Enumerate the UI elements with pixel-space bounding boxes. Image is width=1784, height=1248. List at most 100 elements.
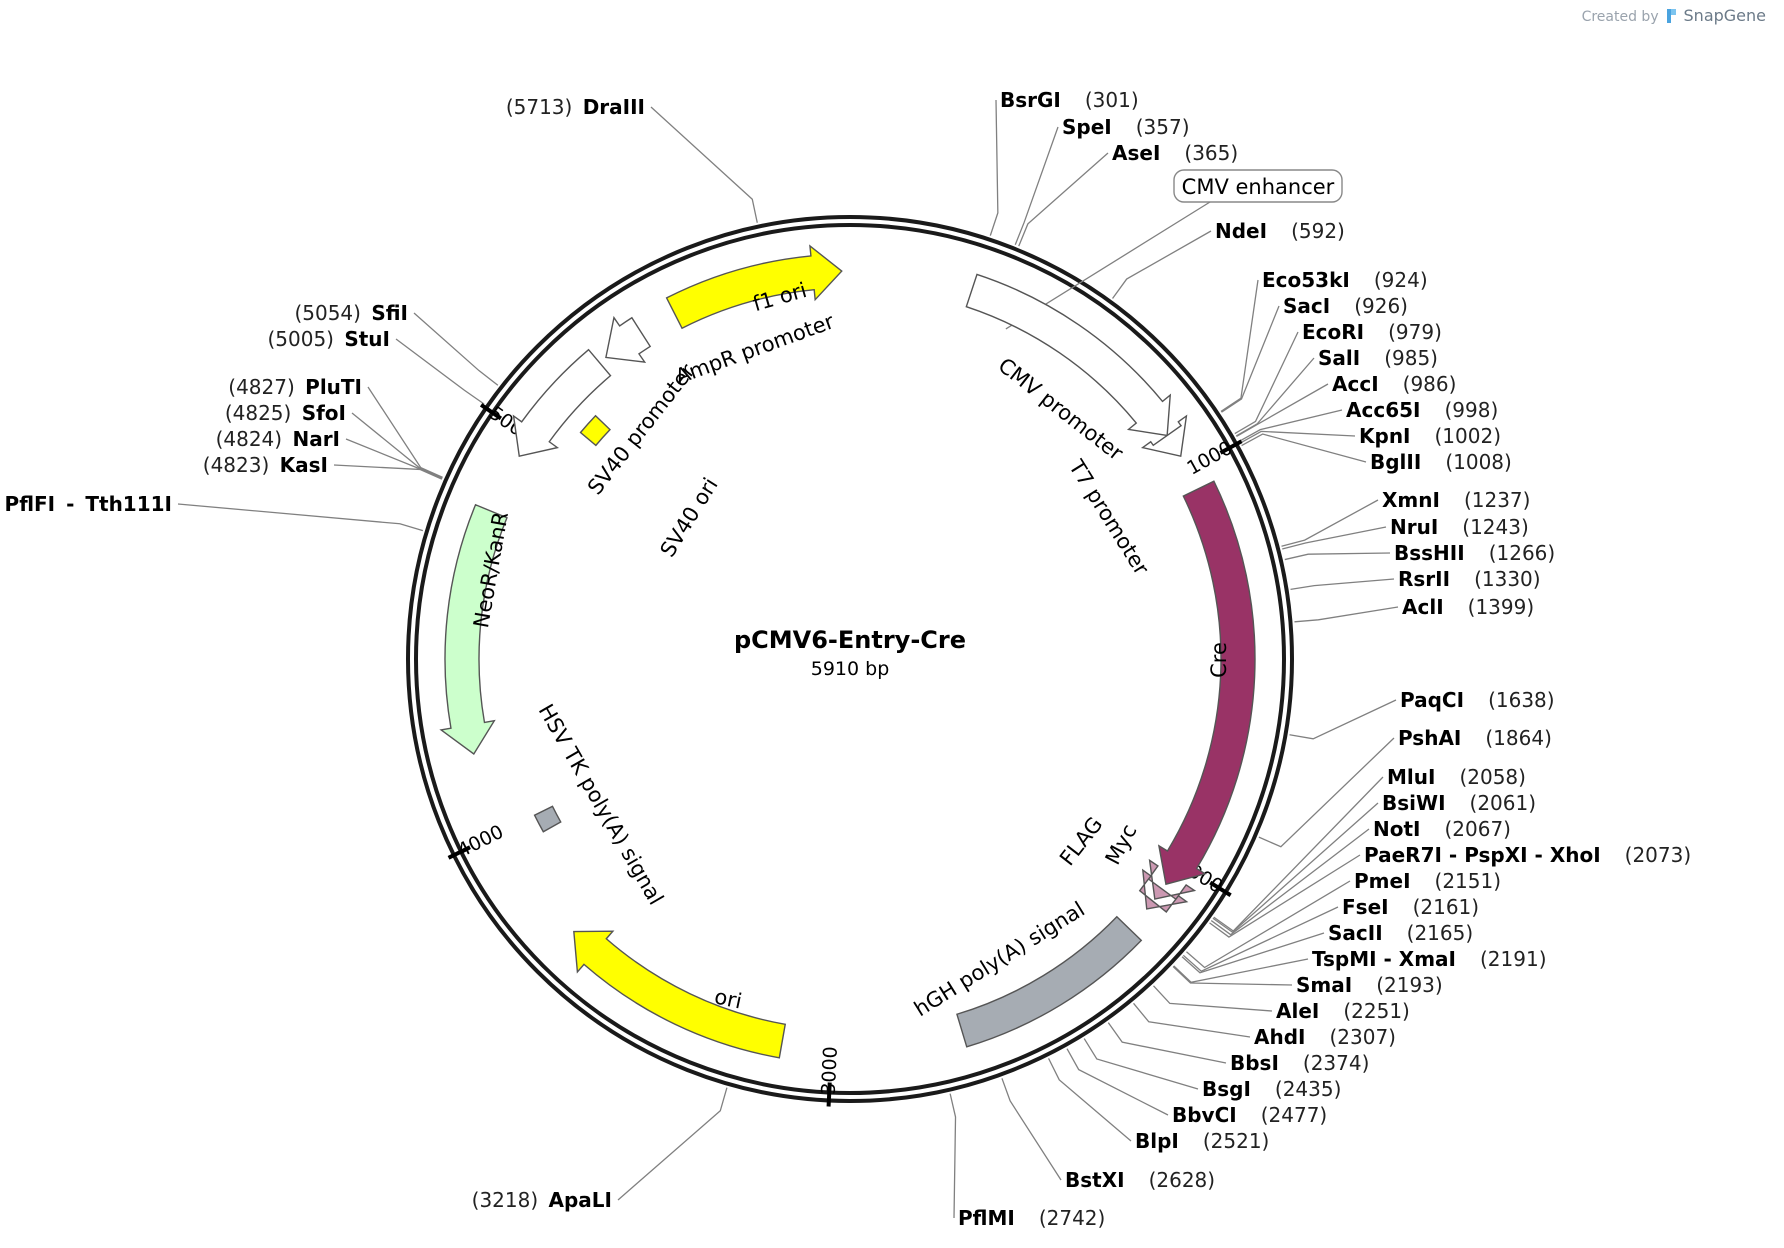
site-pos-kasi: (4823) bbox=[203, 453, 276, 477]
feature-shape-ampr-promoter bbox=[605, 315, 652, 363]
site-bsshii: BssHII (1266) bbox=[1394, 541, 1555, 565]
site-pos-sali: (985) bbox=[1384, 346, 1438, 370]
site-name-sacii: SacII bbox=[1328, 921, 1383, 945]
site-text-bbsi: BbsI (2374) bbox=[1230, 1051, 1369, 1075]
site-name-tspmi: TspMI bbox=[1312, 947, 1377, 971]
site-name-nrui: NruI bbox=[1390, 515, 1438, 539]
leader-blpi bbox=[1047, 1058, 1132, 1142]
site-text-bsiwi: BsiWI (2061) bbox=[1382, 791, 1536, 815]
tick-2000 bbox=[1209, 880, 1232, 897]
feature-label-t7-promoter: T7 promoter bbox=[1064, 455, 1154, 579]
feature-shape-ori bbox=[573, 930, 787, 1059]
feature-shape-t7-promoter bbox=[1140, 414, 1188, 457]
site-pmei: PmeI (2151) bbox=[1354, 869, 1501, 893]
site-text-bstxi: BstXI (2628) bbox=[1065, 1168, 1215, 1192]
feature-cmv-enhancer: CMV enhancer bbox=[1005, 169, 1343, 330]
leader-pmei bbox=[1186, 880, 1351, 969]
leader-sfoi bbox=[351, 412, 443, 479]
site-pos-tspmi: (2191) bbox=[1480, 947, 1547, 971]
site-text-kasi: (4823) KasI bbox=[203, 453, 328, 477]
site-name-bsrgi: BsrGI bbox=[1000, 88, 1061, 112]
site-bsiwi: BsiWI (2061) bbox=[1382, 791, 1536, 815]
site-text-bsshii: BssHII (1266) bbox=[1394, 541, 1555, 565]
site-name-saci: SacI bbox=[1283, 294, 1330, 318]
site-pos-acci: (986) bbox=[1403, 372, 1457, 396]
site-bsgi: BsgI (2435) bbox=[1202, 1077, 1341, 1101]
leader-spei bbox=[1014, 126, 1059, 245]
feature-label-flag: FLAG bbox=[1055, 813, 1107, 871]
site-bsrgi: BsrGI (301) bbox=[1000, 88, 1139, 112]
site-text-paqci: PaqCI (1638) bbox=[1400, 688, 1555, 712]
site-asei: AseI (365) bbox=[1112, 141, 1238, 165]
site-mlui: MluI (2058) bbox=[1387, 765, 1526, 789]
site-pos-paqci: (1638) bbox=[1488, 688, 1555, 712]
site-pos-bglii: (1008) bbox=[1445, 450, 1512, 474]
site-pos-bsshii: (1266) bbox=[1489, 541, 1556, 565]
site-blpi: BlpI (2521) bbox=[1135, 1129, 1269, 1153]
site-xmni: XmnI (1237) bbox=[1382, 488, 1530, 512]
site-pos-kpni: (1002) bbox=[1435, 424, 1502, 448]
site-name-stui: StuI bbox=[344, 327, 390, 351]
site-nari: (4824) NarI bbox=[216, 427, 340, 451]
site-pos-bsiwi: (2061) bbox=[1470, 791, 1537, 815]
watermark-brand: SnapGene bbox=[1683, 6, 1766, 25]
site-text-pshai: PshAI (1864) bbox=[1398, 726, 1552, 750]
site-text-apali: (3218) ApaLI bbox=[472, 1188, 612, 1212]
site-text-bbvci: BbvCI (2477) bbox=[1172, 1103, 1327, 1127]
backbone-outer-ring bbox=[406, 215, 1294, 1103]
site-name-pluti: PluTI bbox=[305, 375, 362, 399]
tick-label-4000: 4000 bbox=[454, 821, 507, 862]
site-text-paer7i: PaeR7I - PspXI - XhoI (2073) bbox=[1364, 843, 1691, 867]
site-pos-sacii: (2165) bbox=[1407, 921, 1474, 945]
leader-smai bbox=[1172, 966, 1293, 986]
leader-sacii bbox=[1181, 932, 1325, 974]
site-name-sali: SalI bbox=[1318, 346, 1360, 370]
site-text-sfoi: (4825) SfoI bbox=[225, 401, 346, 425]
site-pos-bsgi: (2435) bbox=[1275, 1077, 1342, 1101]
site-pos-alei: (2251) bbox=[1343, 999, 1410, 1023]
feature-label-sv40-ori: SV40 ori bbox=[656, 474, 723, 562]
leader-bstxi bbox=[1001, 1078, 1062, 1181]
site-leader-lines bbox=[177, 99, 1399, 1219]
site-pos-sfoi: (4825) bbox=[225, 401, 298, 425]
site-text-pflmi: PflMI (2742) bbox=[958, 1206, 1105, 1230]
site-name-ndei: NdeI bbox=[1215, 219, 1267, 243]
site-sacii: SacII (2165) bbox=[1328, 921, 1473, 945]
leader-saci bbox=[1221, 305, 1280, 413]
feature-label-cmv-enhancer: CMV enhancer bbox=[1182, 175, 1335, 199]
site-saci: SacI (926) bbox=[1283, 294, 1408, 318]
feature-flag bbox=[1138, 868, 1189, 913]
site-pos-nari: (4824) bbox=[216, 427, 289, 451]
site-name-acci: AccI bbox=[1332, 372, 1379, 396]
site-pos-mlui: (2058) bbox=[1459, 765, 1526, 789]
site-text-fsei: FseI (2161) bbox=[1342, 895, 1479, 919]
site-pos-acc65i: (998) bbox=[1444, 398, 1498, 422]
site-text-bglii: BglII (1008) bbox=[1370, 450, 1512, 474]
site-spei: SpeI (357) bbox=[1062, 115, 1190, 139]
site-pshai: PshAI (1864) bbox=[1398, 726, 1552, 750]
leader-acli bbox=[1294, 606, 1399, 623]
site-bglii: BglII (1008) bbox=[1370, 450, 1512, 474]
site-name-bsshii: BssHII bbox=[1394, 541, 1465, 565]
tick-4000 bbox=[447, 845, 471, 860]
feature-hgh-poly-a-signal bbox=[956, 915, 1143, 1048]
feature-shape-cmv-promoter bbox=[965, 273, 1172, 437]
site-text-sfii: (5054) SfiI bbox=[294, 301, 408, 325]
site-tspmi: TspMI - XmaI (2191) bbox=[1312, 947, 1547, 971]
feature-t7-promoter bbox=[1140, 414, 1188, 457]
feature-f1-ori bbox=[665, 244, 843, 330]
plasmid-center-label: pCMV6-Entry-Cre 5910 bp bbox=[734, 626, 966, 680]
site-name-pflfi: PflFI bbox=[5, 492, 56, 516]
site-pos-apali: (3218) bbox=[472, 1188, 545, 1212]
site-name-ahdi: AhdI bbox=[1254, 1025, 1305, 1049]
feature-cmv-promoter bbox=[965, 273, 1172, 437]
site-name-tth111i: Tth111I bbox=[85, 492, 172, 516]
site-acc65i: Acc65I (998) bbox=[1346, 398, 1498, 422]
backbone-inner-ring bbox=[414, 223, 1286, 1095]
site-alei: AleI (2251) bbox=[1276, 999, 1410, 1023]
leader-bbsi bbox=[1107, 1022, 1227, 1064]
site-stui: (5005) StuI bbox=[267, 327, 390, 351]
site-bbsi: BbsI (2374) bbox=[1230, 1051, 1369, 1075]
site-name-rsrii: RsrII bbox=[1398, 567, 1450, 591]
leader-pluti bbox=[367, 386, 443, 478]
